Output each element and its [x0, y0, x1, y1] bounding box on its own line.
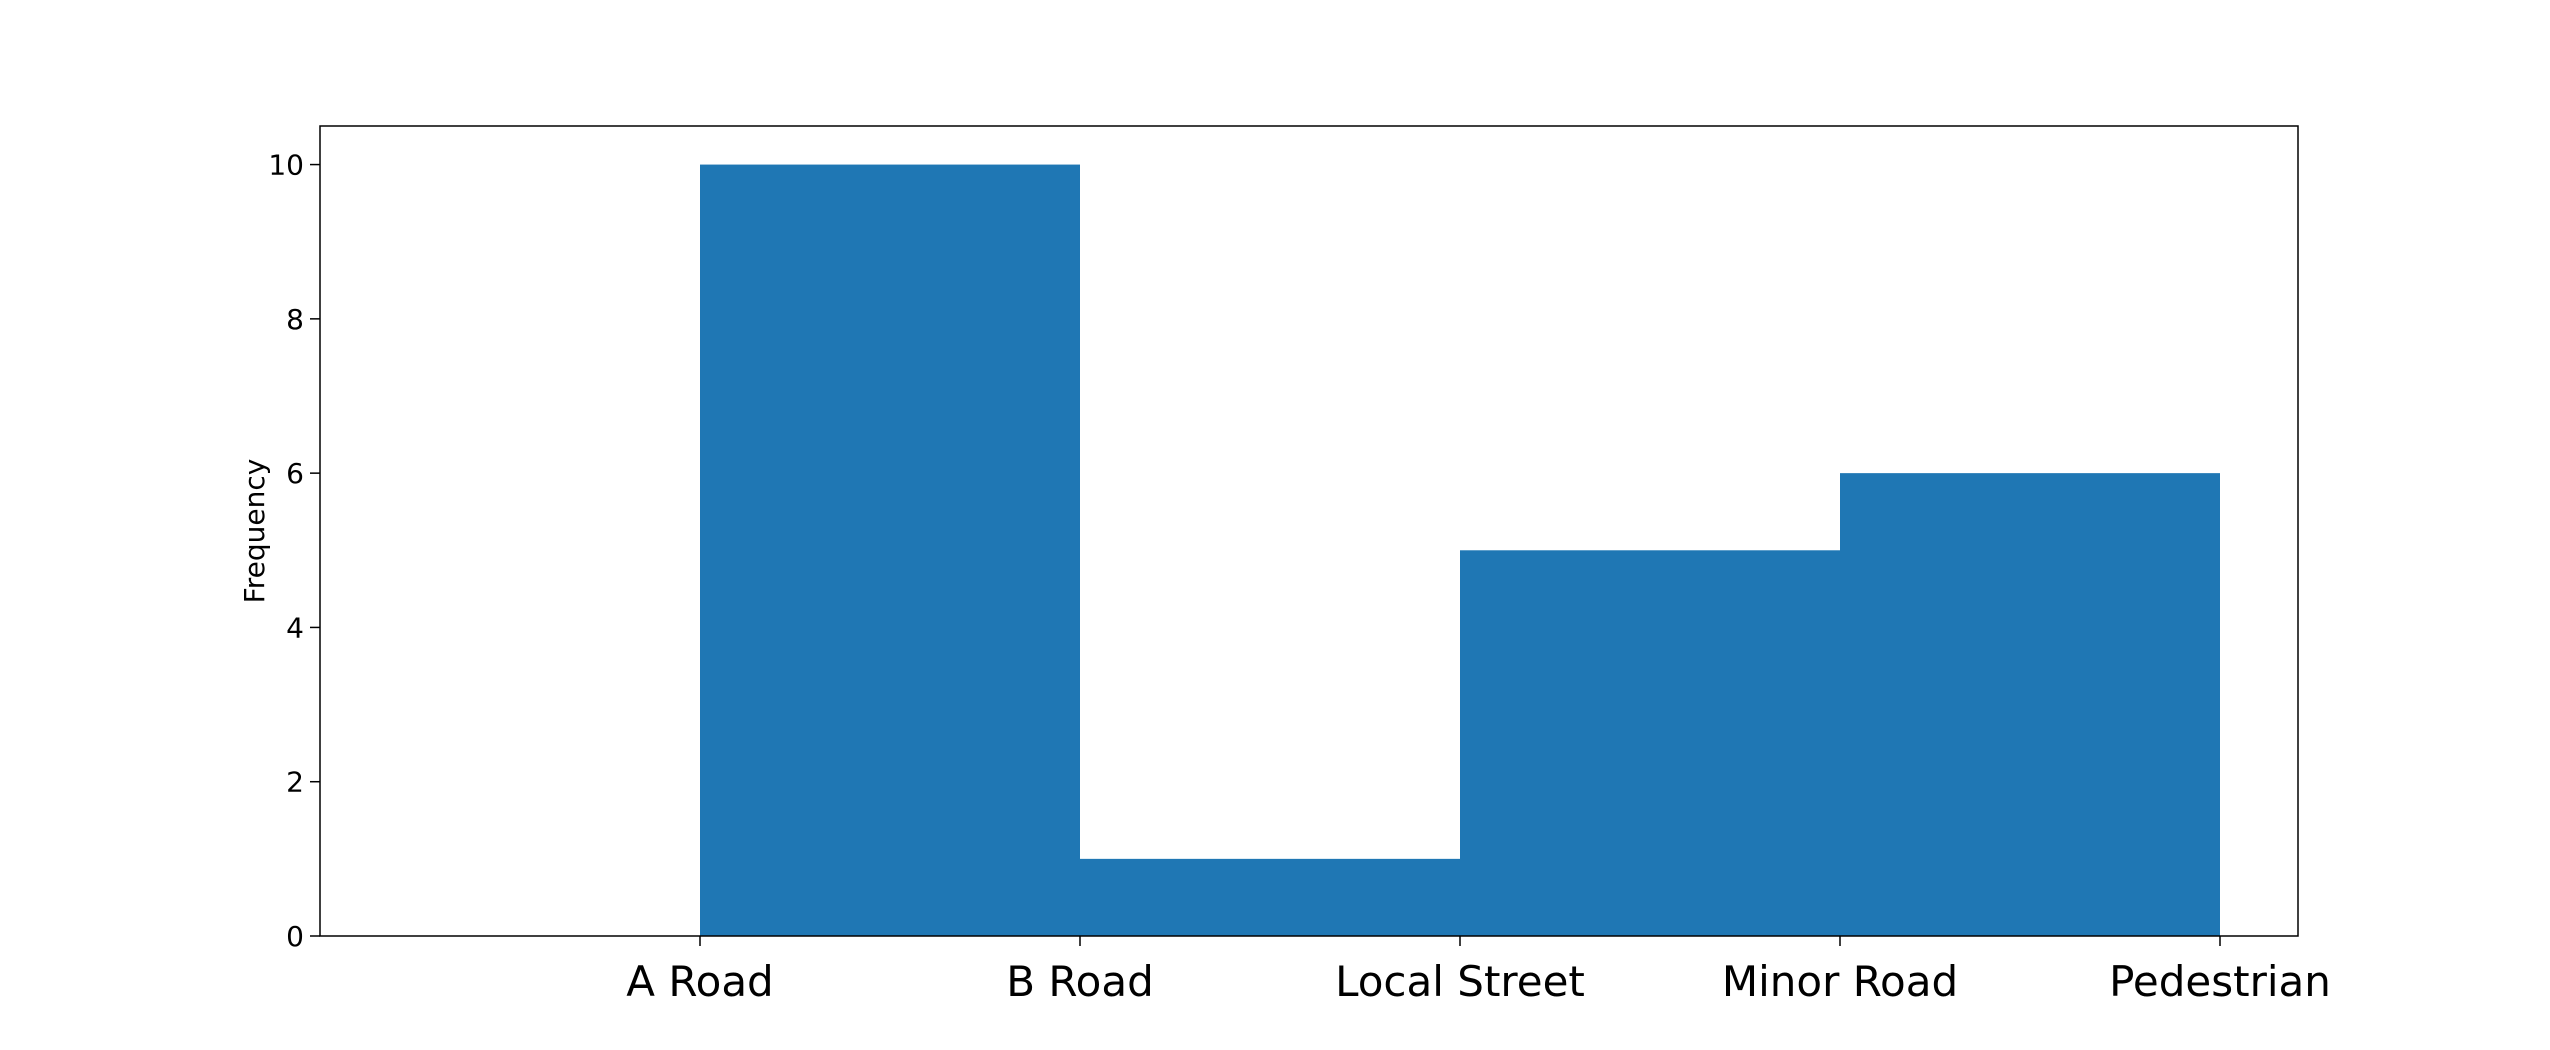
- y-axis: 0 2 4 6 8 10: [268, 149, 320, 953]
- x-tick-label: Pedestrian: [2109, 957, 2331, 1006]
- x-tick-label: Local Street: [1335, 957, 1585, 1006]
- bar-b-road: [1080, 858, 1460, 936]
- plot-frame: [319, 125, 2299, 937]
- y-tick-label: 0: [286, 920, 304, 953]
- x-tick-label: B Road: [1006, 957, 1154, 1006]
- bar-minor-road: [1840, 473, 2220, 936]
- bars-group: [700, 164, 2220, 937]
- y-tick-label: 4: [286, 611, 304, 644]
- y-tick-label: 10: [268, 149, 304, 182]
- x-tick-label: A Road: [626, 957, 773, 1006]
- x-tick-label: Minor Road: [1722, 957, 1958, 1006]
- bar-a-road: [700, 164, 1080, 937]
- x-axis: A Road B Road Local Street Minor Road Pedest…: [626, 936, 2331, 1006]
- y-tick-label: 8: [286, 303, 304, 336]
- y-tick-label: 6: [286, 457, 304, 490]
- y-tick-label: 2: [286, 766, 304, 799]
- bar-local-street: [1460, 550, 1840, 936]
- y-axis-title: Frequency: [238, 459, 271, 604]
